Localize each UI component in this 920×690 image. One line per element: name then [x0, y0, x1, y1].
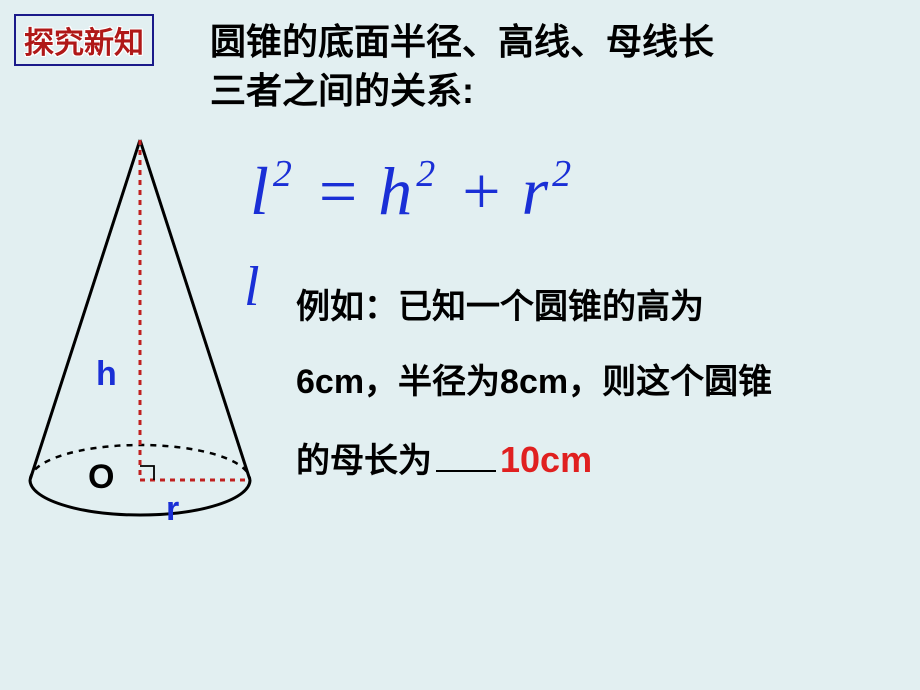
- example-block: 例如：已知一个圆锥的高为 6cm，半径为8cm，则这个圆锥 的母长为 10cm: [296, 270, 886, 499]
- diagram-label-o: O: [88, 458, 114, 497]
- fill-blank: [436, 438, 496, 472]
- formula-h: h: [378, 153, 414, 229]
- diagram-label-h: h: [96, 355, 117, 394]
- example-line-1: 例如：已知一个圆锥的高为: [296, 270, 886, 345]
- right-angle-marker: [140, 466, 154, 480]
- title-line-2: 三者之间的关系:: [210, 67, 714, 116]
- diagram-label-r: r: [166, 490, 179, 529]
- cone-base-front: [30, 480, 250, 515]
- diagram-label-l: l: [244, 255, 260, 319]
- formula-r: r: [522, 153, 550, 229]
- cone-diagram: [0, 130, 300, 560]
- title-line-1: 圆锥的底面半径、高线、母线长: [210, 18, 714, 67]
- title-block: 圆锥的底面半径、高线、母线长 三者之间的关系:: [210, 18, 714, 115]
- cone-right-side: [140, 140, 250, 480]
- example-line-3: 的母长为 10cm: [296, 420, 886, 499]
- formula-r-exp: 2: [552, 153, 573, 195]
- example-line-3-prefix: 的母长为: [296, 442, 432, 480]
- formula-h-exp: 2: [416, 153, 437, 195]
- section-label-box: 探究新知: [14, 14, 154, 66]
- formula-eq: =: [319, 153, 359, 229]
- example-answer: 10cm: [500, 439, 592, 480]
- cone-left-side: [30, 140, 140, 480]
- formula-plus: +: [462, 153, 502, 229]
- example-line-2: 6cm，半径为8cm，则这个圆锥: [296, 345, 886, 420]
